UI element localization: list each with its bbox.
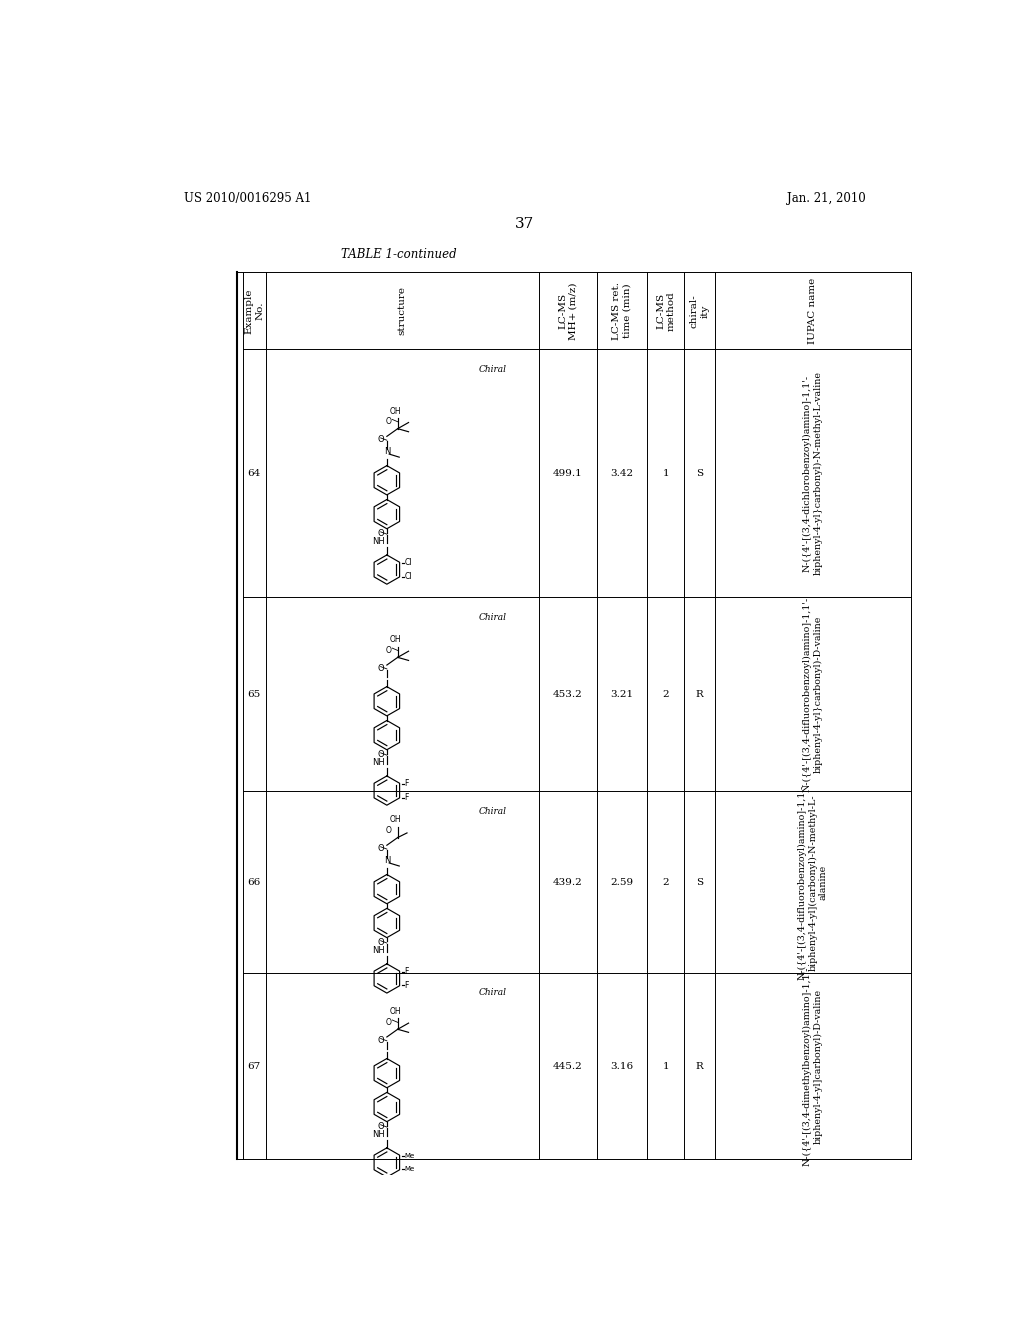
- Text: OH: OH: [389, 407, 401, 416]
- Text: O: O: [378, 436, 385, 444]
- Text: N-({4'-[(3,4-difluorobenzoyl)amino]-1,1'-
biphenyl-4-yl](carbonyl)-N-methyl-L-
a: N-({4'-[(3,4-difluorobenzoyl)amino]-1,1'…: [798, 784, 827, 979]
- Text: Me: Me: [404, 1167, 415, 1172]
- Text: NH: NH: [372, 537, 385, 545]
- Text: 37: 37: [515, 216, 535, 231]
- Text: 2.59: 2.59: [610, 878, 634, 887]
- Text: 64: 64: [248, 469, 261, 478]
- Text: O: O: [386, 417, 391, 426]
- Text: O: O: [378, 1122, 385, 1131]
- Text: 499.1: 499.1: [553, 469, 583, 478]
- Text: O: O: [386, 645, 391, 655]
- Text: OH: OH: [389, 816, 401, 825]
- Text: N: N: [384, 857, 390, 866]
- Text: OH: OH: [389, 1007, 401, 1016]
- Text: Jan. 21, 2010: Jan. 21, 2010: [787, 191, 866, 205]
- Text: S: S: [696, 469, 703, 478]
- Text: N-({4'-[(3,4-dimethylbenzoyl)amino]-1,1'-
biphenyl-4-yl]carbonyl)-D-valine: N-({4'-[(3,4-dimethylbenzoyl)amino]-1,1'…: [803, 966, 822, 1166]
- Text: 66: 66: [248, 878, 261, 887]
- Text: Chiral: Chiral: [478, 364, 506, 374]
- Text: 453.2: 453.2: [553, 690, 583, 698]
- Text: R: R: [695, 690, 703, 698]
- Text: 1: 1: [663, 1061, 669, 1071]
- Text: R: R: [695, 1061, 703, 1071]
- Text: 2: 2: [663, 690, 669, 698]
- Text: 3.16: 3.16: [610, 1061, 634, 1071]
- Text: 3.42: 3.42: [610, 469, 634, 478]
- Text: US 2010/0016295 A1: US 2010/0016295 A1: [183, 191, 311, 205]
- Text: O: O: [378, 664, 385, 673]
- Text: NH: NH: [372, 1130, 385, 1139]
- Text: O: O: [386, 826, 391, 836]
- Text: Chiral: Chiral: [478, 807, 506, 816]
- Text: NH: NH: [372, 945, 385, 954]
- Text: Me: Me: [404, 1152, 415, 1159]
- Text: F: F: [404, 981, 409, 990]
- Text: 1: 1: [663, 469, 669, 478]
- Text: LC-MS ret.
time (min): LC-MS ret. time (min): [612, 282, 632, 339]
- Text: NH: NH: [372, 758, 385, 767]
- Text: S: S: [696, 878, 703, 887]
- Text: OH: OH: [389, 635, 401, 644]
- Text: structure: structure: [398, 286, 407, 335]
- Text: TABLE 1-continued: TABLE 1-continued: [341, 248, 457, 261]
- Text: O: O: [386, 1018, 391, 1027]
- Text: Chiral: Chiral: [478, 989, 506, 998]
- Text: O: O: [378, 843, 385, 853]
- Text: O: O: [378, 1036, 385, 1044]
- Text: 3.21: 3.21: [610, 690, 634, 698]
- Text: IUPAC name: IUPAC name: [808, 277, 817, 345]
- Text: Cl: Cl: [404, 558, 413, 568]
- Text: LC-MS
method: LC-MS method: [656, 290, 676, 331]
- Text: 67: 67: [248, 1061, 261, 1071]
- Text: 439.2: 439.2: [553, 878, 583, 887]
- Text: N-({4'-[(3,4-dichlorobenzoyl)amino]-1,1'-
biphenyl-4-yl}carbonyl)-N-methyl-L-val: N-({4'-[(3,4-dichlorobenzoyl)amino]-1,1'…: [803, 371, 822, 576]
- Text: O: O: [378, 529, 385, 537]
- Text: N-({4'-[(3,4-difluorobenzoyl)amino]-1,1'-
biphenyl-4-yl}carbonyl)-D-valine: N-({4'-[(3,4-difluorobenzoyl)amino]-1,1'…: [803, 597, 822, 792]
- Text: F: F: [404, 793, 409, 803]
- Text: 65: 65: [248, 690, 261, 698]
- Text: F: F: [404, 968, 409, 975]
- Text: chiral-
ity: chiral- ity: [690, 294, 710, 327]
- Text: N: N: [384, 447, 390, 457]
- Text: Cl: Cl: [404, 572, 413, 581]
- Text: Chiral: Chiral: [478, 612, 506, 622]
- Text: O: O: [378, 937, 385, 946]
- Text: LC-MS
MH+ (m/z): LC-MS MH+ (m/z): [558, 282, 578, 339]
- Text: Example
No.: Example No.: [245, 288, 264, 334]
- Text: 2: 2: [663, 878, 669, 887]
- Text: 445.2: 445.2: [553, 1061, 583, 1071]
- Text: F: F: [404, 779, 409, 788]
- Text: O: O: [378, 750, 385, 759]
